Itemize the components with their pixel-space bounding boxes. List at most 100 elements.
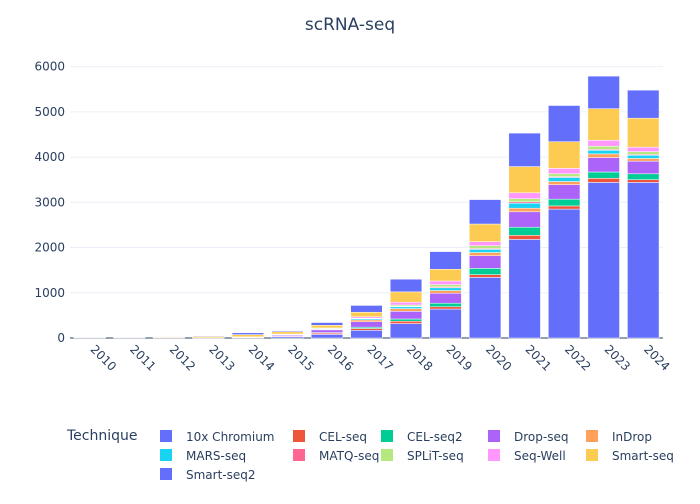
bar-segment (588, 109, 620, 141)
bar-segment (311, 323, 343, 326)
x-tick-label: 2016 (325, 342, 356, 373)
bar-segment (469, 224, 501, 242)
y-tick-label: 3000 (34, 195, 65, 209)
x-tick-label: 2023 (602, 342, 633, 373)
legend-item: Seq-Well (488, 449, 566, 463)
x-tick-label: 2017 (364, 342, 395, 373)
bar-segment (351, 320, 383, 322)
bar-segment (469, 249, 501, 252)
x-tick-label: 2021 (523, 342, 554, 373)
bar-segment (351, 329, 383, 331)
bar-segment (548, 206, 580, 209)
bar-segment (509, 208, 541, 212)
bar-segment (627, 147, 659, 152)
legend-label: 10x Chromium (186, 430, 275, 444)
bar-segment (469, 277, 501, 338)
bar-segment (390, 292, 422, 302)
y-tick-label: 1000 (34, 286, 65, 300)
legend-label: Smart-seq (612, 449, 674, 463)
legend-label: Smart-seq2 (186, 468, 256, 482)
bars-layer (74, 76, 659, 338)
bar-segment (627, 152, 659, 155)
bar-segment (588, 178, 620, 182)
y-tick-label: 5000 (34, 105, 65, 119)
bar-segment (588, 140, 620, 146)
bar-segment (588, 154, 620, 158)
bar-segment (311, 325, 343, 328)
bar-segment (509, 212, 541, 227)
legend-label: MATQ-seq (319, 449, 379, 463)
legend-item: CEL-seq (293, 430, 367, 444)
bar-segment (351, 330, 383, 338)
bar-segment (469, 253, 501, 256)
bar-segment (509, 203, 541, 208)
bar-segment (627, 174, 659, 180)
bar-segment (469, 242, 501, 246)
bar-segment (311, 330, 343, 333)
x-tick-label: 2014 (246, 342, 277, 373)
legend-label: InDrop (612, 430, 652, 444)
bar-segment (509, 133, 541, 166)
bar-segment (430, 281, 462, 285)
bar-segment (390, 307, 422, 309)
bar-segment (588, 158, 620, 172)
bar-segment (588, 146, 620, 149)
bar-segment (351, 312, 383, 317)
legend-item: Drop-seq (488, 430, 568, 444)
bar-segment (351, 322, 383, 327)
bar-segment (588, 150, 620, 154)
bar-segment (509, 239, 541, 338)
bar-segment (588, 182, 620, 338)
x-tick-label: 2020 (483, 342, 514, 373)
bar-segment (272, 331, 304, 332)
bar-segment (548, 106, 580, 142)
legend-label: Drop-seq (514, 430, 568, 444)
x-tick-label: 2019 (443, 342, 474, 373)
bar-segment (548, 177, 580, 181)
y-tick-label: 4000 (34, 150, 65, 164)
y-tick-label: 0 (57, 331, 65, 345)
bar-segment (627, 161, 659, 174)
x-tick-label: 2012 (167, 342, 198, 373)
bar-segment (509, 227, 541, 235)
legend-item: SPLiT-seq (381, 449, 464, 463)
bar-segment (469, 246, 501, 249)
bar-segment (627, 118, 659, 147)
x-tick-label: 2013 (206, 342, 237, 373)
bar-segment (430, 293, 462, 303)
legend-item: Smart-seq2 (160, 468, 256, 482)
bar-segment (588, 172, 620, 178)
bar-segment (430, 288, 462, 291)
bar-segment (430, 303, 462, 307)
x-tick-label: 2018 (404, 342, 435, 373)
x-tick-label: 2011 (127, 342, 158, 373)
legend-label: CEL-seq (319, 430, 367, 444)
legend-swatch (586, 430, 598, 442)
bar-segment (509, 167, 541, 193)
bar-segment (627, 155, 659, 158)
bar-segment (232, 333, 264, 335)
bar-segment (430, 285, 462, 287)
legend-swatch (488, 449, 500, 461)
legend-item: InDrop (586, 430, 652, 444)
legend-label: SPLiT-seq (407, 449, 464, 463)
x-tick-label: 2010 (88, 342, 119, 373)
bar-segment (548, 199, 580, 206)
legend-swatch (160, 449, 172, 461)
bar-segment (430, 307, 462, 309)
bar-segment (548, 142, 580, 169)
chart-title: scRNA-seq (305, 15, 395, 35)
x-tick-label: 2022 (562, 342, 593, 373)
bar-segment (509, 235, 541, 239)
y-tick-label: 2000 (34, 241, 65, 255)
legend-swatch (160, 430, 172, 442)
bar-segment (469, 268, 501, 274)
bar-segment (548, 182, 580, 185)
bar-segment (548, 209, 580, 338)
bar-segment (390, 279, 422, 292)
legend-title: Technique (66, 428, 138, 444)
legend-swatch (293, 449, 305, 461)
